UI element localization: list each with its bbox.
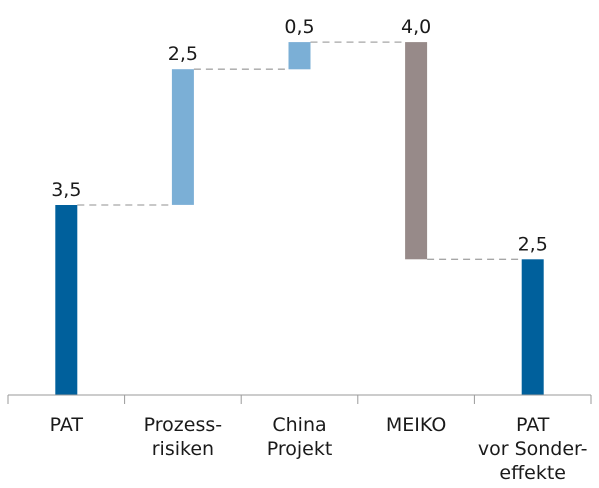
bars [55, 42, 544, 396]
value-label-3: 0,5 [284, 16, 314, 38]
connector-lines [77, 41, 522, 260]
bar-1 [55, 205, 78, 395]
value-label-4: 4,0 [401, 16, 431, 38]
bar-4 [405, 42, 428, 260]
category-label-3: China Projekt [267, 414, 333, 460]
bar-5 [521, 259, 544, 396]
bar-3 [288, 42, 311, 70]
category-label-1: PAT [50, 414, 84, 436]
value-label-5: 2,5 [518, 233, 548, 255]
value-labels: 3,5 2,5 0,5 4,0 2,5 [51, 16, 548, 255]
value-label-2: 2,5 [168, 43, 198, 65]
value-label-1: 3,5 [51, 179, 81, 201]
bar-2 [171, 69, 194, 205]
category-label-5: PAT vor Sonder-effekte [478, 414, 588, 484]
category-label-2: Prozess-risiken [144, 414, 222, 460]
category-label-4: MEIKO [386, 414, 446, 436]
x-axis [7, 394, 592, 404]
category-labels: PAT Prozess-risiken China Projekt MEIKO PAT vo… [50, 414, 588, 484]
